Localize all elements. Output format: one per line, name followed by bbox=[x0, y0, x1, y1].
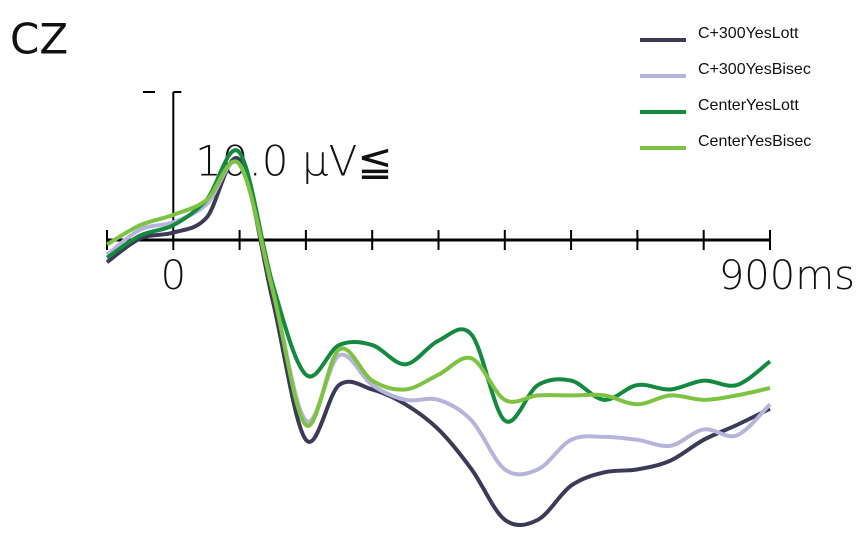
x-tick-label: 0 bbox=[161, 253, 186, 299]
series-line bbox=[105, 156, 771, 527]
series-line bbox=[105, 159, 771, 428]
x-tick-label: 900ms bbox=[719, 253, 855, 299]
legend-label: CenterYesBisec bbox=[698, 133, 811, 150]
chart-title: CZ bbox=[10, 15, 68, 64]
series-line bbox=[105, 148, 772, 424]
legend-label: C+300YesBisec bbox=[698, 61, 811, 78]
legend-label: CenterYesLott bbox=[698, 97, 799, 114]
legend-label: C+300YesLott bbox=[698, 25, 799, 42]
